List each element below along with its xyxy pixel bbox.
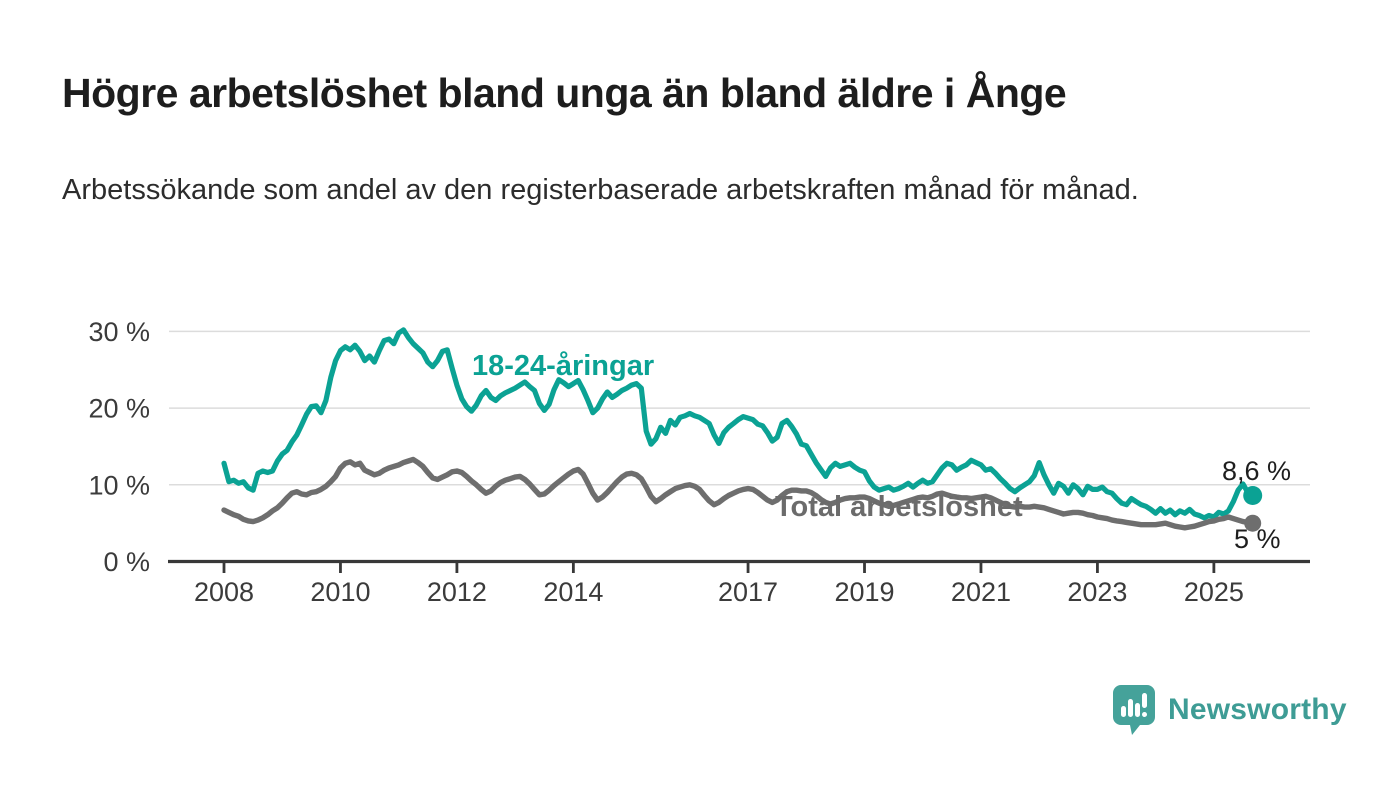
chart-title: Högre arbetslöshet bland unga än bland ä… [62, 70, 1067, 116]
x-axis-tick-label: 2019 [834, 577, 894, 607]
x-axis-tick-label: 2010 [310, 577, 370, 607]
x-axis-tick-label: 2008 [194, 577, 254, 607]
series-line-young [221, 327, 1256, 521]
x-axis-tick-label: 2017 [718, 577, 778, 607]
y-axis-tick-label: 0 % [103, 547, 150, 577]
series-label-total: Total arbetslöshet [775, 491, 1023, 523]
end-value-label-young: 8,6 % [1222, 456, 1292, 486]
x-axis-tick-label: 2014 [543, 577, 603, 607]
x-axis-tick-label: 2012 [427, 577, 487, 607]
series-end-dot-total [1244, 514, 1262, 532]
y-axis-tick-label: 20 % [88, 394, 150, 424]
x-axis-tick-label: 2025 [1184, 577, 1244, 607]
chart-subtitle: Arbetssökande som andel av den registerb… [62, 174, 1139, 206]
newsworthy-brand: Newsworthy [1112, 684, 1347, 736]
x-axis-tick-label: 2021 [951, 577, 1011, 607]
series-end-dot-young [1243, 486, 1263, 505]
x-axis-tick-label: 2023 [1067, 577, 1127, 607]
end-value-label-total: 5 % [1234, 524, 1281, 554]
newsworthy-logo-icon [1113, 685, 1155, 735]
y-axis-tick-label: 10 % [88, 470, 150, 500]
series-label-young: 18-24-åringar [472, 350, 655, 382]
series-line-total [221, 456, 1256, 531]
y-axis-tick-label: 30 % [88, 317, 150, 347]
brand-name: Newsworthy [1168, 693, 1347, 726]
